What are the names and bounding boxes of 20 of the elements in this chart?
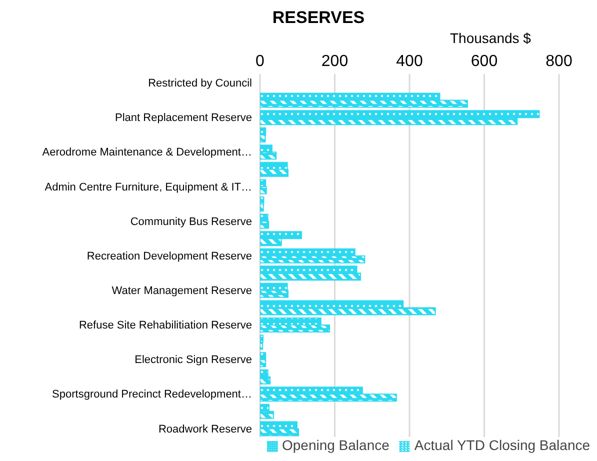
y-tick-label: Refuse Site Rehabilitiation Reserve — [78, 320, 252, 332]
y-tick-label: Aerodrome Maintenance & Development… — [42, 146, 252, 159]
y-tick-label: Water Management Reserve — [112, 284, 252, 297]
y-tick-label: Recreation Development Reserve — [86, 250, 252, 262]
y-tick-label: Plant Replacement Reserve — [115, 112, 252, 124]
y-tick-label: Roadwork Reserve — [158, 423, 252, 436]
y-tick-label: Restricted by Council — [148, 78, 252, 90]
x-tick-label: 0 — [256, 53, 265, 70]
x-tick-label: 800 — [546, 53, 572, 70]
legend-label: Actual YTD Closing Balance — [414, 437, 590, 453]
x-tick-label: 600 — [470, 53, 498, 70]
y-tick-label: Community Bus Reserve — [130, 216, 252, 228]
x-axis-title: Thousands $ — [450, 30, 531, 46]
legend-label: Opening Balance — [282, 437, 390, 453]
chart-title: RESERVES — [271, 8, 366, 28]
x-tick-label: 400 — [396, 53, 423, 70]
y-tick-label: Electronic Sign Reserve — [134, 354, 252, 366]
y-tick-label: Admin Centre Furniture, Equipment & IT… — [44, 181, 252, 194]
x-tick-label: 200 — [321, 53, 348, 70]
y-tick-label: Sportsground Precinct Redevelopment… — [52, 388, 252, 401]
